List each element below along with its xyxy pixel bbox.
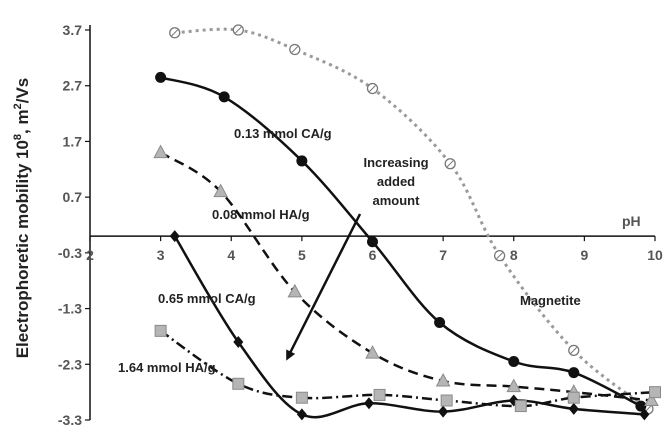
x-tick-label: 3 — [157, 247, 165, 263]
series-3 — [169, 230, 650, 421]
x-tick-label: 4 — [227, 247, 235, 263]
data-point — [435, 372, 451, 387]
x-tick-label: 10 — [647, 247, 663, 263]
data-point — [644, 392, 659, 406]
label-008-ha: 0.08 mmol HA/g — [212, 207, 310, 222]
arrow-label-line3: amount — [373, 193, 421, 208]
data-point-slash — [369, 85, 376, 92]
y-ticks: 3.7 2.7 1.7 0.7 -0.3 -1.3 -2.3 -3.3 — [58, 22, 90, 428]
data-point — [287, 283, 303, 298]
data-point — [568, 402, 579, 415]
series-line — [160, 76, 642, 408]
y-tick-label: -2.3 — [58, 356, 82, 372]
data-point — [440, 394, 453, 407]
y-tick-label: 0.7 — [63, 189, 83, 205]
data-point — [506, 378, 522, 393]
data-point — [363, 397, 374, 410]
data-point — [639, 408, 650, 421]
data-point — [169, 230, 180, 243]
data-point — [153, 144, 168, 159]
data-point — [155, 71, 167, 83]
series-1 — [155, 71, 647, 412]
y-tick-label: -3.3 — [58, 412, 82, 428]
data-point — [295, 391, 308, 404]
label-164-ha: 1.64 mmol HA/g — [118, 360, 216, 375]
data-point-slash — [234, 26, 242, 34]
data-point-slash — [171, 29, 179, 37]
data-point-slash — [496, 252, 503, 259]
x-tick-label: 2 — [86, 247, 94, 263]
data-point — [373, 388, 386, 401]
x-tick-label: 7 — [439, 247, 447, 263]
data-point — [296, 155, 308, 167]
series-line — [174, 27, 649, 411]
data-point — [568, 367, 580, 379]
data-point — [296, 408, 307, 421]
data-point — [213, 183, 228, 198]
label-065-ca: 0.65 mmol CA/g — [158, 291, 256, 306]
annotations: 0.13 mmol CA/g 0.08 mmol HA/g 0.65 mmol … — [118, 126, 581, 375]
data-point — [218, 91, 230, 103]
x-tick-label: 9 — [580, 247, 588, 263]
y-tick-label: 1.7 — [63, 133, 83, 149]
label-magnetite: Magnetite — [520, 293, 581, 308]
data-point-slash — [291, 46, 299, 53]
data-point — [233, 336, 244, 348]
data-point — [367, 236, 378, 248]
x-tick-label: 5 — [298, 247, 306, 263]
data-point — [567, 391, 580, 404]
data-point-slash — [446, 160, 454, 168]
series-0 — [169, 24, 654, 415]
y-tick-label: -0.3 — [58, 245, 82, 261]
x-tick-label: 6 — [369, 247, 377, 263]
label-013-ca: 0.13 mmol CA/g — [234, 126, 332, 141]
data-point — [365, 345, 380, 359]
data-point — [434, 317, 446, 328]
series-layer — [153, 24, 661, 421]
arrow-label-line1: Increasing — [363, 155, 428, 170]
y-tick-label: -1.3 — [58, 301, 82, 317]
y-tick-label: 2.7 — [63, 78, 83, 94]
data-point-slash — [570, 347, 578, 354]
data-point — [508, 356, 520, 367]
x-axis-label: pH — [622, 213, 641, 229]
data-point — [154, 324, 167, 337]
data-point — [232, 377, 245, 390]
y-axis-label: Electrophoretic mobility 108, m2/Vs — [12, 78, 32, 359]
data-point — [649, 386, 661, 399]
y-tick-label: 3.7 — [63, 22, 83, 38]
arrow-label-line2: added — [377, 174, 415, 189]
x-tick-label: 8 — [510, 247, 518, 263]
series-4 — [154, 324, 661, 413]
data-point — [635, 400, 647, 412]
data-point — [514, 400, 527, 413]
series-line — [159, 151, 652, 402]
data-point — [438, 405, 449, 418]
x-ticks: 2 3 4 5 6 7 8 9 10 — [86, 236, 663, 263]
increasing-arrow — [286, 213, 362, 361]
